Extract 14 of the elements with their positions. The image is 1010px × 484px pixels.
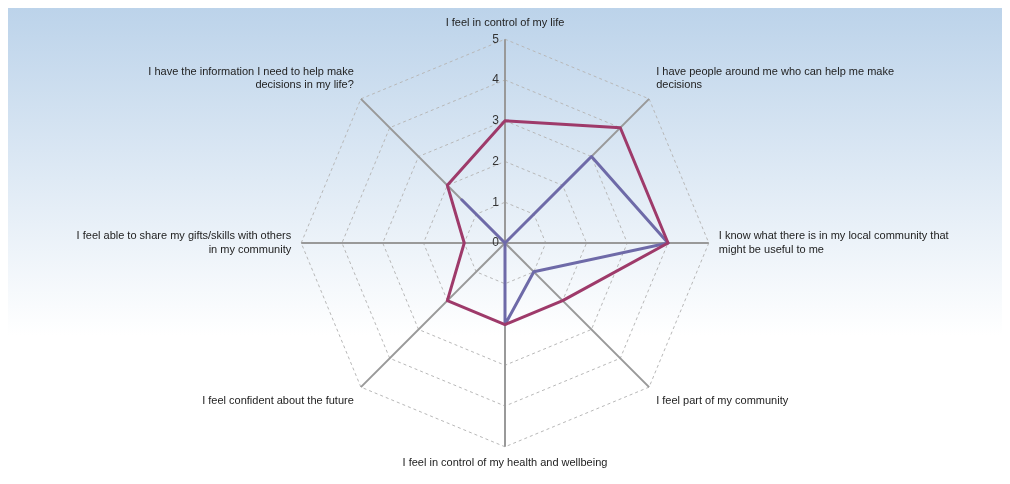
- spoke-label: I feel in control of my life: [445, 15, 565, 28]
- y-tick-label: 1: [492, 194, 500, 209]
- y-tick-label: 2: [492, 153, 500, 168]
- spoke-label: I feel confident about the future: [202, 393, 354, 406]
- spoke-label: I feel able to share my gifts/skills with others in my community: [76, 229, 292, 255]
- spoke-label: I feel in control of my health and wellbeing: [402, 456, 608, 469]
- y-tick-label: 0: [492, 235, 500, 250]
- spoke-label: I have people around me who can help me make decisions: [656, 65, 895, 91]
- y-tick-label: 3: [492, 113, 500, 128]
- y-tick-label: 4: [492, 72, 500, 87]
- spoke-label: I feel part of my community: [656, 393, 789, 406]
- y-tick-label: 5: [492, 31, 500, 46]
- spoke-label: I know what there is in my local community that might be useful to me: [718, 229, 949, 255]
- spoke-label: I have the information I need to help make decisions in my life?: [148, 65, 354, 91]
